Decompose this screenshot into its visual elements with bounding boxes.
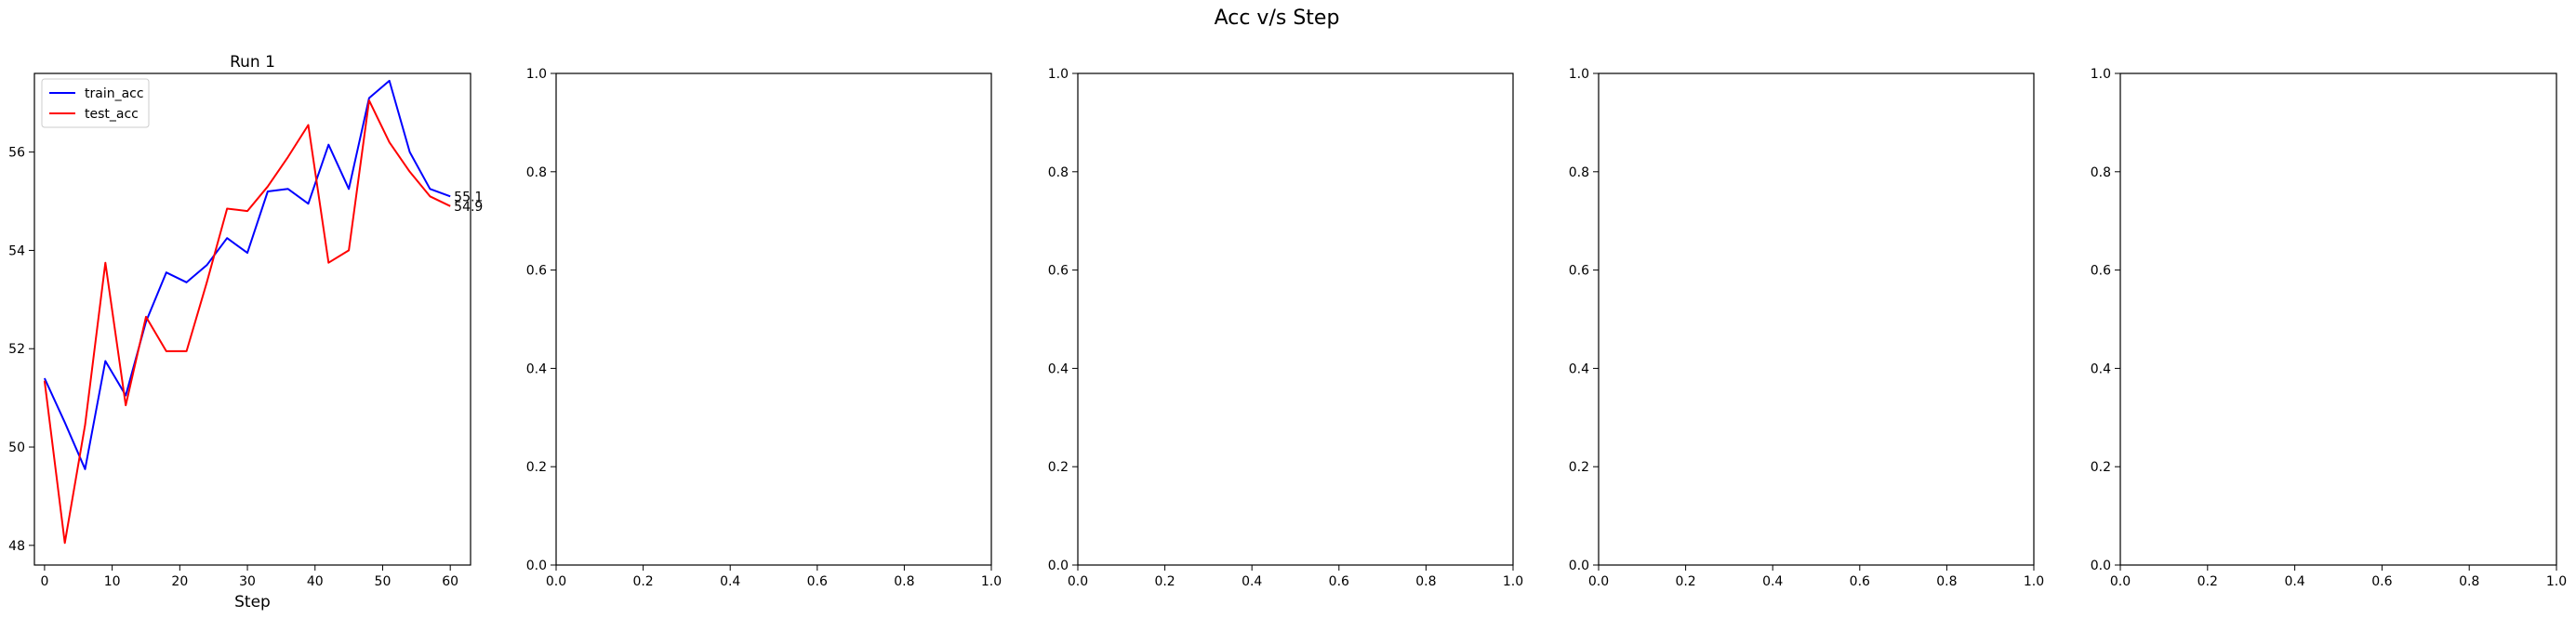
y-tick-label: 0.6 — [2091, 264, 2111, 279]
x-tick-label: 0.8 — [1936, 574, 1957, 589]
x-tick-label: 0.6 — [2371, 574, 2392, 589]
x-tick-label: 0.4 — [720, 574, 740, 589]
y-tick-label: 0.8 — [1048, 165, 1069, 180]
x-tick-label: 0.2 — [1154, 574, 1175, 589]
x-tick-label: 0.4 — [1242, 574, 1262, 589]
x-tick-label: 0.4 — [2284, 574, 2304, 589]
y-tick-label: 0.0 — [1048, 559, 1069, 573]
x-tick-label: 0.2 — [632, 574, 653, 589]
legend-box — [41, 78, 150, 128]
x-tick-label: 1.0 — [2546, 574, 2567, 589]
x-tick-label: 1.0 — [981, 574, 1002, 589]
y-tick-label: 0.8 — [526, 165, 547, 180]
x-tick-label: 0.8 — [1415, 574, 1436, 589]
y-tick-label: 1.0 — [1569, 67, 1589, 82]
y-tick-label: 50 — [8, 440, 25, 455]
x-tick-label: 0.0 — [1068, 574, 1088, 589]
x-tick-label: 0.0 — [2110, 574, 2131, 589]
y-tick-label: 0.6 — [1569, 264, 1589, 279]
x-axis-label: Step — [234, 593, 271, 611]
y-tick-label: 1.0 — [2091, 67, 2111, 82]
subplot-title: Run 1 — [230, 53, 275, 72]
x-tick-label: 20 — [171, 574, 188, 589]
x-tick-label: 60 — [442, 574, 458, 589]
y-tick-label: 0.8 — [1569, 165, 1589, 180]
subplots: 0 10 20 30 40 50 60 48 50 52 54 56 Run 1 Step 55.154.9… — [8, 53, 2567, 611]
y-tick-label: 0.2 — [526, 460, 547, 475]
y-tick-label: 0.4 — [1569, 362, 1589, 376]
y-tick-label: 0.6 — [1048, 264, 1069, 279]
subplot-3: 0.0 0.2 0.4 0.6 0.8 1.0 0.0 0.2 0.4 0.6 0.8 1.0 — [1048, 67, 1523, 589]
x-tick-label: 1.0 — [2024, 574, 2044, 589]
x-tick-label: 0.0 — [1588, 574, 1609, 589]
x-tick-label: 10 — [104, 574, 121, 589]
legend-label-train_acc: train_acc — [85, 86, 144, 101]
y-tick-label: 0.6 — [526, 264, 547, 279]
y-tick-label: 0.4 — [1048, 362, 1069, 376]
y-tick-label: 0.4 — [2091, 362, 2111, 376]
y-tick-label: 0.2 — [2091, 460, 2111, 475]
series-line-train_acc — [43, 79, 451, 470]
end-value-label-test_acc: 54.9 — [454, 200, 483, 215]
subplot-1: 0 10 20 30 40 50 60 48 50 52 54 56 Run 1 Step 55.154.9… — [8, 53, 483, 611]
subplot-2: 0.0 0.2 0.4 0.6 0.8 1.0 0.0 0.2 0.4 0.6 0.8 1.0 — [526, 67, 1002, 589]
legend-label-test_acc: test_acc — [85, 107, 139, 122]
x-tick-label: 0.0 — [546, 574, 566, 589]
x-tick-label: 0.2 — [1675, 574, 1695, 589]
x-tick-label: 30 — [239, 574, 256, 589]
axes-frame — [555, 72, 992, 566]
y-tick-label: 0.2 — [1569, 460, 1589, 475]
y-tick-label: 0.0 — [1569, 559, 1589, 573]
y-tick-label: 56 — [8, 146, 25, 161]
x-tick-label: 0.8 — [2459, 574, 2479, 589]
end-value-label-train_acc: 55.1 — [454, 190, 483, 204]
y-tick-label: 1.0 — [1048, 67, 1069, 82]
axes-frame — [1077, 72, 1514, 566]
subplot-5: 0.0 0.2 0.4 0.6 0.8 1.0 0.0 0.2 0.4 0.6 0.8 1.0 — [2091, 67, 2567, 589]
series-line-test_acc — [43, 99, 451, 545]
y-tick-label: 54 — [8, 243, 25, 258]
y-tick-label: 1.0 — [526, 67, 547, 82]
axes-frame — [1598, 72, 2035, 566]
axes-frame — [33, 72, 471, 566]
x-tick-label: 0.6 — [807, 574, 828, 589]
x-tick-label: 50 — [375, 574, 392, 589]
y-tick-label: 0.0 — [2091, 559, 2111, 573]
x-tick-label: 0.2 — [2198, 574, 2218, 589]
y-tick-label: 0.4 — [526, 362, 547, 376]
figure-title: Acc v/s Step — [1215, 7, 1340, 30]
x-tick-label: 0.6 — [1850, 574, 1870, 589]
y-tick-label: 52 — [8, 342, 25, 357]
y-tick-label: 0.0 — [526, 559, 547, 573]
y-tick-label: 0.8 — [2091, 165, 2111, 180]
x-tick-label: 0.8 — [894, 574, 914, 589]
x-tick-label: 0 — [40, 574, 48, 589]
x-tick-label: 0.6 — [1329, 574, 1349, 589]
x-tick-label: 1.0 — [1503, 574, 1523, 589]
axes-frame — [2119, 72, 2557, 566]
x-tick-label: 40 — [307, 574, 324, 589]
subplot-4: 0.0 0.2 0.4 0.6 0.8 1.0 0.0 0.2 0.4 0.6 0.8 1.0 — [1569, 67, 2044, 589]
y-tick-label: 0.2 — [1048, 460, 1069, 475]
y-tick-label: 48 — [8, 539, 25, 554]
x-tick-label: 0.4 — [1762, 574, 1783, 589]
